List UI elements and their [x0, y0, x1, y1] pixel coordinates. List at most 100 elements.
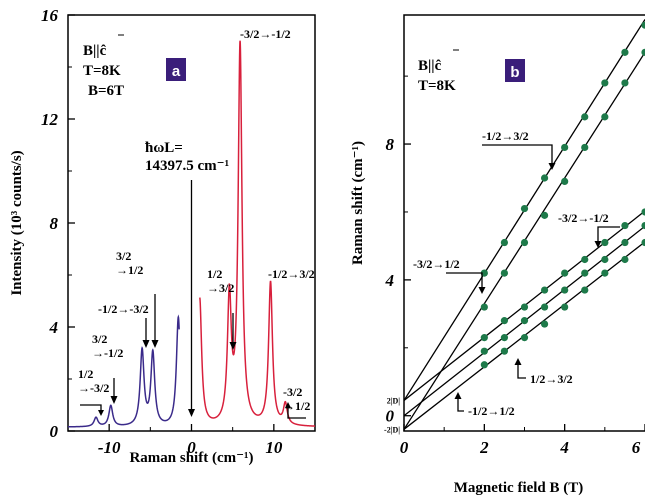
data-point-b-0-8 — [641, 21, 645, 29]
peak-annotation-arrow-a-1-head — [110, 396, 118, 404]
peak-annotation-a-3-line-0: 3/2 — [116, 249, 131, 263]
data-point-b-2-7 — [621, 221, 629, 230]
data-point-b-0-4 — [561, 143, 569, 152]
line-annotation-arrow-head-b-0 — [548, 163, 556, 170]
plot-frame-b — [403, 14, 645, 432]
line-annotation-arrow-b-4 — [457, 396, 464, 412]
data-point-b-3-4 — [561, 286, 569, 294]
data-point-b-1-6 — [601, 113, 609, 121]
data-point-b-2-3 — [540, 286, 549, 294]
x-axis-label-a: Raman shift (cm⁻¹) — [129, 450, 253, 466]
data-point-b-1-1 — [500, 269, 509, 277]
data-point-b-1-4 — [561, 177, 569, 185]
line-annotation-b-2: -3/2→-1/2 — [558, 211, 609, 225]
peak-annotation-a-6-line-0: -1/2→3/2 — [268, 267, 315, 281]
peak-annotation-arrow-a-3-head — [151, 340, 159, 348]
data-point-b-2-4 — [561, 269, 569, 277]
data-point-b-0-7 — [621, 48, 629, 56]
peak-annotation-arrow-a-4-head — [229, 342, 237, 350]
line-annotation-arrow-head-b-3 — [514, 358, 522, 365]
peak-annotation-a-0: 1/2→-3/2 — [78, 367, 109, 395]
data-point-b-0-1 — [500, 238, 509, 247]
data-point-b-0-5 — [581, 113, 589, 121]
info-line-a-1: T=8K — [83, 63, 121, 79]
line-annotation-arrow-head-b-1 — [478, 287, 486, 294]
peak-annotation-a-4-line-0: 1/2 — [207, 267, 222, 281]
y-tick-label-b-1: 4 — [385, 271, 395, 290]
line-annotation-arrow-b-2 — [597, 226, 620, 244]
data-point-b-4-2 — [520, 334, 529, 342]
line-annotation-b-1: -3/2→1/2 — [413, 257, 460, 271]
peak-annotation-a-0-line-0: 1/2 — [78, 367, 93, 381]
info-line-a-2: B=6T — [88, 83, 124, 99]
peak-annotation-a-1-line-1: →-1/2 — [92, 346, 123, 360]
x-tick-label-a-2: 10 — [265, 438, 283, 457]
info-line-a-0: B||ĉ — [83, 43, 107, 59]
data-point-b-3-2 — [520, 317, 529, 325]
y-tick-label-b-2: 8 — [386, 135, 395, 154]
hook-arrow-a-0 — [80, 404, 102, 411]
peak-annotation-a-4: 1/2→3/2 — [207, 267, 234, 295]
x-tick-label-b-1: 2 — [479, 438, 489, 457]
laser-energy-value: 14397.5 cm⁻¹ — [145, 158, 229, 174]
y-tick-label-a-4: 16 — [41, 6, 59, 25]
laser-energy-label: ħωL= — [145, 140, 183, 156]
data-point-b-1-2 — [520, 238, 529, 247]
peak-annotation-a-7: -3/2→1/2 — [283, 385, 310, 413]
peak-annotation-a-7-line-0: -3/2 — [283, 385, 302, 399]
line-annotation-b-4: -1/2→1/2 — [468, 404, 515, 418]
peak-annotation-a-3: 3/2→1/2 — [116, 249, 143, 277]
x-tick-label-a-1: 0 — [187, 438, 196, 457]
y-axis-label-b: Raman shift (cm⁻¹) — [350, 141, 366, 265]
data-point-b-0-6 — [601, 79, 609, 87]
data-point-b-0-3 — [540, 174, 549, 182]
laser-position-arrow-head — [188, 409, 195, 417]
hook-arrow-a-7 — [287, 407, 306, 419]
y-tick-label-b-0: 0 — [386, 407, 395, 426]
data-point-b-1-8 — [641, 48, 645, 56]
x-tick-label-b-3: 6 — [632, 438, 641, 457]
peak-annotation-a-5-line-0: -3/2→-1/2 — [240, 27, 291, 41]
data-point-b-2-2 — [520, 303, 529, 311]
data-point-b-3-6 — [601, 255, 609, 264]
line-annotation-arrow-b-1 — [446, 272, 483, 290]
y-axis-label-a: Intensity (10³ counts/s) — [9, 150, 25, 295]
data-point-b-4-1 — [500, 347, 509, 355]
peak-annotation-a-1-line-0: 3/2 — [92, 332, 107, 346]
peak-annotation-a-3-line-1: →1/2 — [116, 263, 143, 277]
peak-annotation-a-7-line-1: →1/2 — [283, 399, 310, 413]
info-line-b-0: B||ĉ — [418, 58, 442, 74]
hook-arrow-a-0-head — [98, 410, 104, 416]
data-point-b-4-6 — [601, 269, 609, 277]
spectrum-series-0 — [68, 314, 180, 428]
hook-arrow-a-7-head — [285, 402, 291, 408]
y-tick-label-a-2: 8 — [50, 214, 59, 233]
line-annotation-b-3: 1/2→3/2 — [530, 372, 573, 386]
panel-badge-b — [505, 59, 525, 82]
peak-annotation-a-6: -1/2→3/2 — [268, 267, 315, 281]
panel-badge-a — [166, 58, 186, 81]
data-point-b-2-8 — [641, 208, 645, 216]
peak-annotation-a-5: -3/2→-1/2 — [240, 27, 291, 41]
data-point-b-3-5 — [581, 269, 589, 277]
data-point-b-4-3 — [540, 320, 549, 328]
data-point-b-2-6 — [601, 238, 609, 247]
data-point-b-1-5 — [581, 143, 589, 152]
y-extra-label-b-1: -2|D| — [384, 425, 400, 434]
data-point-b-4-7 — [621, 255, 629, 264]
panel-label-a: a — [172, 63, 181, 80]
data-point-b-4-0 — [480, 361, 488, 369]
data-point-b-1-7 — [621, 79, 629, 87]
data-point-b-0-2 — [520, 204, 529, 213]
y-tick-label-a-3: 12 — [41, 110, 59, 129]
x-tick-label-b-0: 0 — [400, 438, 409, 457]
data-point-b-3-1 — [500, 334, 509, 342]
data-point-b-2-1 — [500, 317, 509, 325]
line-annotation-b-0: -1/2→3/2 — [482, 129, 529, 143]
x-axis-label-b: Magnetic field B (T) — [454, 480, 584, 496]
line-annotation-arrow-head-b-4 — [454, 392, 462, 399]
data-point-b-3-8 — [641, 221, 645, 230]
peak-annotation-a-4-line-1: →3/2 — [207, 281, 234, 295]
line-annotation-arrow-b-0 — [482, 144, 553, 166]
